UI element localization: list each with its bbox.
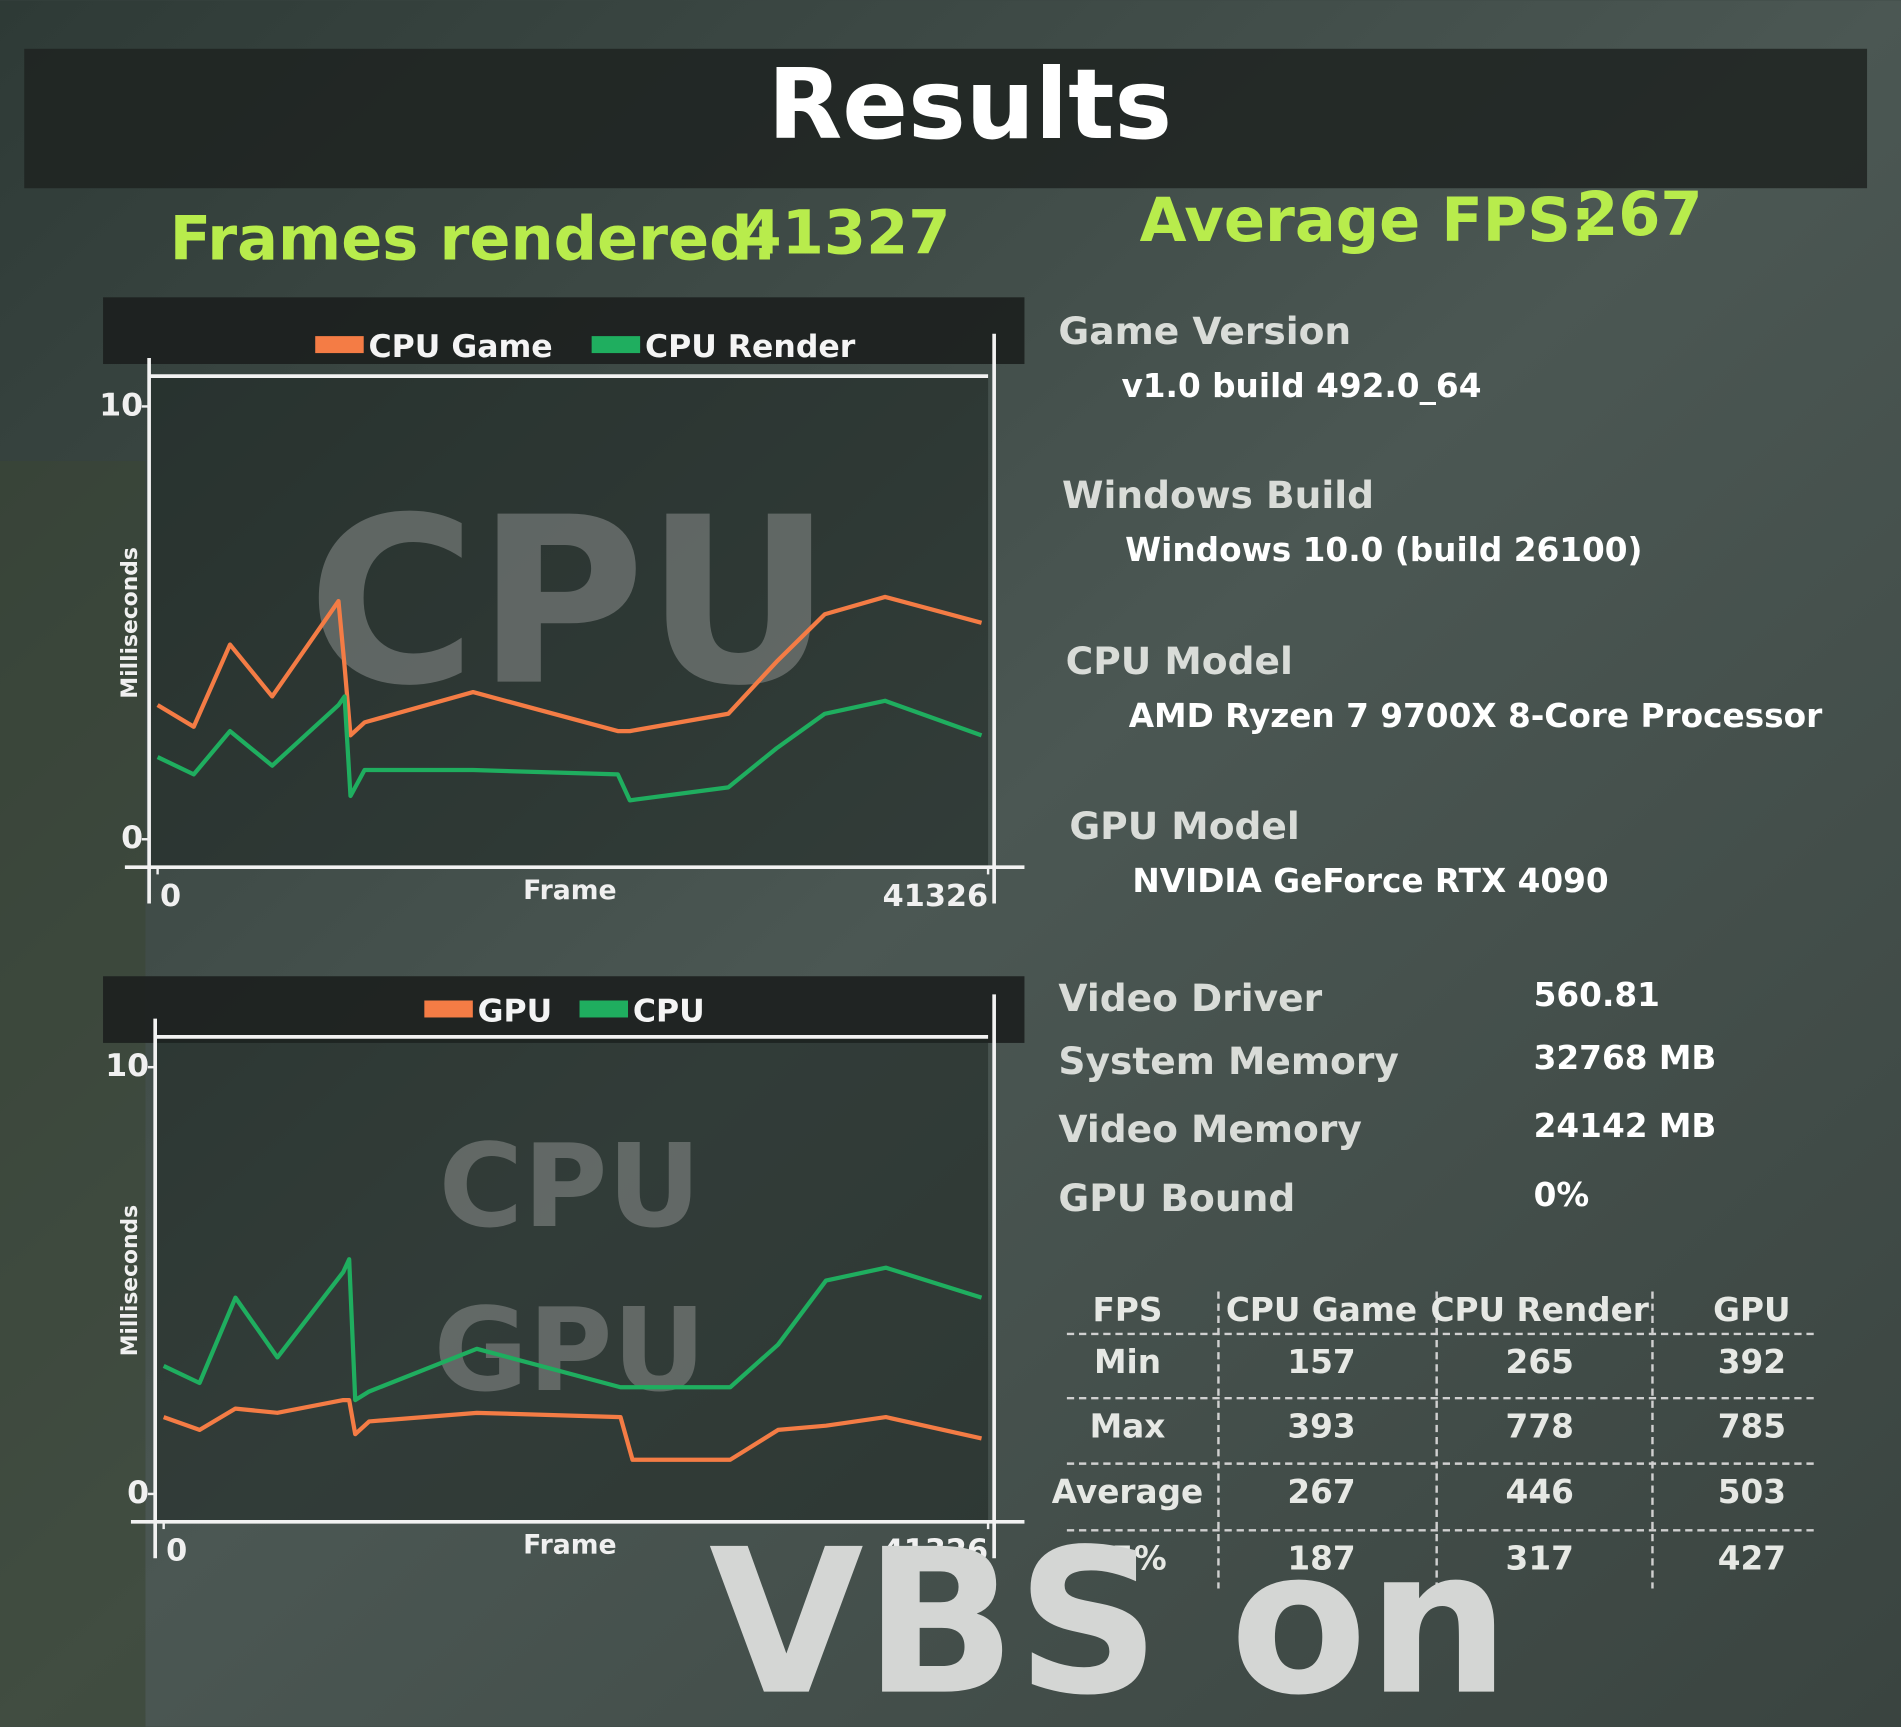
average-fps-label: Average FPS: (1140, 186, 1595, 256)
table-cell: 317 (1506, 1540, 1574, 1578)
table-cell: 427 (1718, 1540, 1786, 1578)
info-label: GPU Model (1069, 804, 1299, 848)
series-line (156, 694, 983, 803)
stat-label: System Memory (1058, 1039, 1399, 1083)
info-value: Windows 10.0 (build 26100) (1125, 531, 1642, 569)
y-axis-label: Milliseconds (118, 1205, 143, 1356)
table-cell: 446 (1506, 1473, 1574, 1511)
info-label: CPU Model (1066, 639, 1293, 683)
legend-label: CPU Render (645, 329, 856, 365)
stat-label: Video Driver (1058, 976, 1322, 1020)
table-cell: 503 (1718, 1473, 1786, 1511)
row-label: 95% (1088, 1540, 1166, 1578)
legend-label: CPU (633, 994, 705, 1030)
table-header: FPS (1093, 1291, 1163, 1329)
x-tick-label: 41326 (883, 1534, 988, 1569)
series-line (162, 1257, 983, 1403)
y-axis-label: Milliseconds (118, 547, 143, 698)
table-cell: 265 (1506, 1343, 1574, 1381)
y-tick-label: 10 (99, 387, 143, 423)
x-tick-label: 41326 (883, 879, 988, 914)
title: Results (768, 48, 1172, 161)
frames-rendered-label: Frames rendered: (170, 204, 777, 274)
row-label: Average (1052, 1473, 1204, 1511)
info-value: v1.0 build 492.0_64 (1121, 367, 1481, 405)
legend-swatch (424, 1000, 473, 1018)
table-header: CPU Render (1431, 1291, 1650, 1329)
table-cell: 785 (1718, 1407, 1786, 1445)
table-cell: 393 (1287, 1407, 1355, 1445)
table-cell: 778 (1506, 1407, 1574, 1445)
table-header: GPU (1713, 1291, 1790, 1329)
charts: CPU 0 10 0 41326 Frame Milliseconds CPU Game CPU… (99, 297, 1025, 1569)
series-line (162, 1397, 982, 1462)
table-cell: 392 (1718, 1343, 1786, 1381)
legend-label: GPU (478, 994, 553, 1030)
legend-swatch (591, 336, 641, 354)
legend-label: CPU Game (369, 329, 553, 365)
table-cell: 187 (1287, 1540, 1355, 1578)
average-fps-value: 267 (1576, 180, 1703, 250)
stat-value: 24142 MB (1534, 1107, 1717, 1145)
series-line (156, 594, 983, 738)
chart-header (103, 297, 1025, 365)
frames-rendered-value: 41327 (740, 198, 951, 268)
table-header: CPU Game (1226, 1291, 1417, 1329)
y-tick-label: 10 (105, 1048, 149, 1084)
row-label: Min (1094, 1343, 1161, 1381)
info-value: AMD Ryzen 7 9700X 8-Core Processor (1129, 697, 1823, 735)
chart-header (103, 976, 1025, 1043)
info-label: Windows Build (1062, 473, 1374, 517)
stat-value: 560.81 (1534, 976, 1660, 1014)
info-value: NVIDIA GeForce RTX 4090 (1132, 862, 1608, 900)
legend-swatch (315, 336, 364, 354)
stat-label: Video Memory (1058, 1107, 1361, 1151)
title-banner (24, 48, 1868, 189)
stat-value: 0% (1534, 1176, 1590, 1214)
fps-table: FPS CPU Game CPU Render GPU Min 157 265 392 Max 3… (1052, 1291, 1819, 1589)
legend-swatch (579, 1000, 629, 1018)
x-tick-label: 0 (160, 879, 181, 914)
info-label: Game Version (1058, 309, 1351, 353)
watermark: CPU (439, 1120, 701, 1254)
table-cell: 267 (1287, 1473, 1355, 1511)
foliage (0, 460, 146, 1727)
watermark: CPU (307, 469, 832, 737)
stat-value: 32768 MB (1534, 1039, 1717, 1077)
x-axis-label: Frame (523, 1530, 617, 1561)
x-axis-label: Frame (523, 875, 617, 906)
table-cell: 157 (1287, 1343, 1355, 1381)
y-tick-label: 0 (127, 1475, 149, 1511)
plot-area (149, 376, 989, 868)
x-tick-label: 0 (166, 1534, 187, 1569)
stat-label: GPU Bound (1058, 1176, 1295, 1220)
y-tick-label: 0 (121, 820, 143, 856)
system-info: Game Version v1.0 build 492.0_64 Windows B… (1058, 309, 1823, 1220)
overlay-text: VBS on (709, 1507, 1510, 1727)
row-label: Max (1090, 1407, 1166, 1445)
plot-area (155, 1036, 989, 1522)
